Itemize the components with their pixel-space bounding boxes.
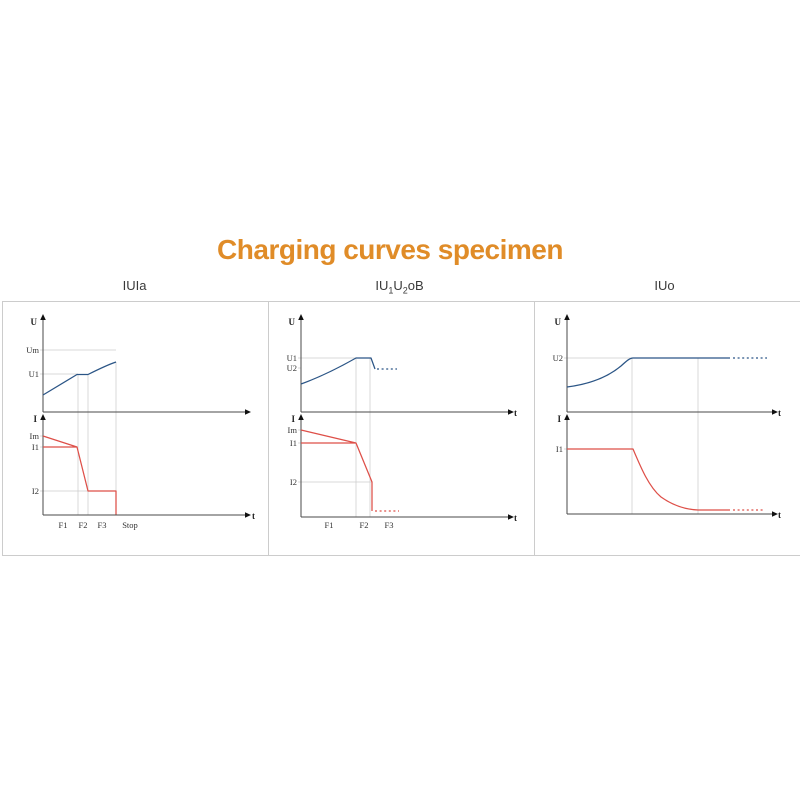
x-axis-label: t — [778, 408, 781, 418]
x-axis-arrow-icon — [508, 514, 514, 520]
level-label-im: Im — [288, 425, 298, 435]
y-axis-arrow-icon — [564, 414, 570, 420]
y-axis-arrow-icon — [564, 314, 570, 320]
phase-label-stop: Stop — [122, 520, 138, 530]
panel-title-text: IUIa — [122, 278, 147, 293]
x-axis-label: t — [252, 511, 255, 521]
level-label-i2: I2 — [32, 486, 39, 496]
level-label-um: Um — [26, 345, 39, 355]
x-axis-arrow-icon — [508, 409, 514, 415]
chart-canvas-iu1u2ob: Ut It U1U2 Im I1 I2 F1 F2 F3 — [287, 314, 517, 530]
level-label-u1: U1 — [29, 369, 39, 379]
panel-title-subscript: 2 — [402, 285, 408, 296]
y-axis-arrow-icon — [40, 314, 46, 320]
y-axis-label: U — [289, 317, 296, 327]
panel-title-text: IU — [375, 278, 389, 293]
x-axis-label: t — [778, 510, 781, 520]
level-label-im: Im — [30, 431, 40, 441]
panel-titles-row: IUIa IU1U2oB IUo — [2, 278, 797, 296]
chart-canvas-iuo: Ut It U2 I1 — [553, 314, 781, 520]
y-axis-arrow-icon — [298, 314, 304, 320]
y-axis-label: U — [31, 317, 38, 327]
panel-title-iu1u2ob: IU1U2oB — [267, 278, 532, 296]
phase-label-f1: F1 — [59, 520, 68, 530]
u-curve — [42, 361, 117, 396]
level-label-u2: U2 — [553, 353, 563, 363]
panel-title-text: U — [393, 278, 403, 293]
phase-label-f2: F2 — [79, 520, 88, 530]
phase-label-f1: F1 — [325, 520, 334, 530]
x-axis-arrow-icon — [245, 409, 251, 415]
level-label-i1: I1 — [32, 442, 39, 452]
panel-title-iuo: IUo — [532, 278, 797, 296]
u-curve — [300, 357, 376, 385]
level-label-i1: I1 — [290, 438, 297, 448]
y-axis-arrow-icon — [40, 414, 46, 420]
y-axis-label: I — [33, 414, 37, 424]
level-label-u2: U2 — [287, 363, 297, 373]
level-label-u1: U1 — [287, 353, 297, 363]
panel-title-iuia: IUIa — [2, 278, 267, 296]
x-axis-label: t — [514, 513, 517, 523]
u-curve — [566, 357, 730, 388]
x-axis-arrow-icon — [772, 409, 778, 415]
level-label-i2: I2 — [290, 477, 297, 487]
page-title: Charging curves specimen — [217, 234, 563, 265]
y-axis-arrow-icon — [298, 414, 304, 420]
phase-label-f2: F2 — [360, 520, 369, 530]
panel-title-text: IUo — [654, 278, 675, 293]
phase-label-f3: F3 — [385, 520, 394, 530]
i-curve — [567, 448, 730, 511]
y-axis-label: U — [555, 317, 562, 327]
i-curve — [42, 435, 117, 515]
panel-title-text: oB — [407, 278, 424, 293]
panel-title-subscript: 1 — [388, 285, 394, 296]
phase-label-f3: F3 — [98, 520, 107, 530]
x-axis-label: t — [514, 408, 517, 418]
x-axis-arrow-icon — [245, 512, 251, 518]
x-axis-arrow-icon — [772, 511, 778, 517]
y-axis-label: I — [557, 414, 561, 424]
i-curve — [300, 429, 373, 511]
y-axis-label: I — [291, 414, 295, 424]
level-label-i1: I1 — [556, 444, 563, 454]
